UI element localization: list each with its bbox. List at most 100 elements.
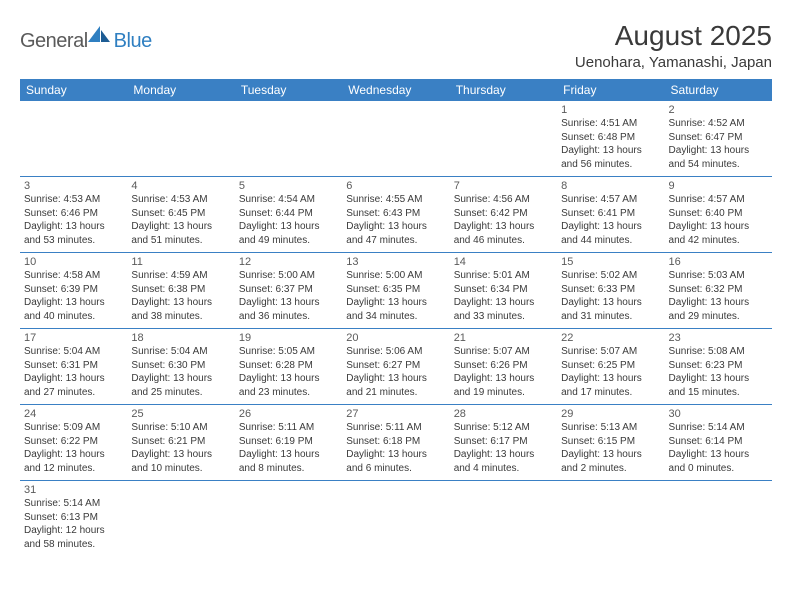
calendar-cell [127, 481, 234, 557]
calendar-cell: 25Sunrise: 5:10 AMSunset: 6:21 PMDayligh… [127, 405, 234, 481]
day-number: 13 [346, 256, 445, 268]
day-number: 12 [239, 256, 338, 268]
day-info: Sunrise: 4:57 AMSunset: 6:41 PMDaylight:… [561, 193, 660, 247]
calendar-cell: 18Sunrise: 5:04 AMSunset: 6:30 PMDayligh… [127, 329, 234, 405]
day-info: Sunrise: 5:05 AMSunset: 6:28 PMDaylight:… [239, 345, 338, 399]
day-info: Sunrise: 5:02 AMSunset: 6:33 PMDaylight:… [561, 269, 660, 323]
day-number: 8 [561, 180, 660, 192]
day-info: Sunrise: 5:01 AMSunset: 6:34 PMDaylight:… [454, 269, 553, 323]
day-info: Sunrise: 5:14 AMSunset: 6:13 PMDaylight:… [24, 497, 123, 551]
calendar-cell: 23Sunrise: 5:08 AMSunset: 6:23 PMDayligh… [665, 329, 772, 405]
day-number: 7 [454, 180, 553, 192]
calendar-cell: 5Sunrise: 4:54 AMSunset: 6:44 PMDaylight… [235, 177, 342, 253]
day-info: Sunrise: 5:04 AMSunset: 6:30 PMDaylight:… [131, 345, 230, 399]
day-info: Sunrise: 4:54 AMSunset: 6:44 PMDaylight:… [239, 193, 338, 247]
day-number: 21 [454, 332, 553, 344]
calendar-cell: 7Sunrise: 4:56 AMSunset: 6:42 PMDaylight… [450, 177, 557, 253]
day-number: 26 [239, 408, 338, 420]
calendar-cell [665, 481, 772, 557]
day-number: 10 [24, 256, 123, 268]
day-number: 16 [669, 256, 768, 268]
day-header: Thursday [450, 79, 557, 101]
day-info: Sunrise: 5:07 AMSunset: 6:25 PMDaylight:… [561, 345, 660, 399]
calendar-cell: 14Sunrise: 5:01 AMSunset: 6:34 PMDayligh… [450, 253, 557, 329]
day-header: Saturday [665, 79, 772, 101]
calendar-head: SundayMondayTuesdayWednesdayThursdayFrid… [20, 79, 772, 101]
calendar-cell: 17Sunrise: 5:04 AMSunset: 6:31 PMDayligh… [20, 329, 127, 405]
logo: General Blue [20, 20, 152, 53]
calendar-cell: 28Sunrise: 5:12 AMSunset: 6:17 PMDayligh… [450, 405, 557, 481]
header: General Blue August 2025 Uenohara, Yaman… [20, 20, 772, 71]
day-info: Sunrise: 4:59 AMSunset: 6:38 PMDaylight:… [131, 269, 230, 323]
day-number: 22 [561, 332, 660, 344]
calendar-cell: 15Sunrise: 5:02 AMSunset: 6:33 PMDayligh… [557, 253, 664, 329]
day-info: Sunrise: 5:03 AMSunset: 6:32 PMDaylight:… [669, 269, 768, 323]
calendar-cell: 3Sunrise: 4:53 AMSunset: 6:46 PMDaylight… [20, 177, 127, 253]
day-header: Sunday [20, 79, 127, 101]
calendar-cell: 11Sunrise: 4:59 AMSunset: 6:38 PMDayligh… [127, 253, 234, 329]
day-number: 3 [24, 180, 123, 192]
calendar-cell [235, 101, 342, 177]
calendar-cell: 8Sunrise: 4:57 AMSunset: 6:41 PMDaylight… [557, 177, 664, 253]
day-info: Sunrise: 4:57 AMSunset: 6:40 PMDaylight:… [669, 193, 768, 247]
day-info: Sunrise: 5:07 AMSunset: 6:26 PMDaylight:… [454, 345, 553, 399]
day-number: 23 [669, 332, 768, 344]
day-number: 11 [131, 256, 230, 268]
day-header: Wednesday [342, 79, 449, 101]
calendar-cell [127, 101, 234, 177]
calendar-cell: 1Sunrise: 4:51 AMSunset: 6:48 PMDaylight… [557, 101, 664, 177]
logo-text-general: General [20, 30, 88, 53]
calendar-cell: 9Sunrise: 4:57 AMSunset: 6:40 PMDaylight… [665, 177, 772, 253]
day-number: 29 [561, 408, 660, 420]
calendar-cell [342, 101, 449, 177]
day-header: Friday [557, 79, 664, 101]
calendar-cell [20, 101, 127, 177]
day-info: Sunrise: 5:10 AMSunset: 6:21 PMDaylight:… [131, 421, 230, 475]
calendar-cell: 19Sunrise: 5:05 AMSunset: 6:28 PMDayligh… [235, 329, 342, 405]
day-info: Sunrise: 5:13 AMSunset: 6:15 PMDaylight:… [561, 421, 660, 475]
day-info: Sunrise: 4:55 AMSunset: 6:43 PMDaylight:… [346, 193, 445, 247]
day-info: Sunrise: 5:12 AMSunset: 6:17 PMDaylight:… [454, 421, 553, 475]
day-info: Sunrise: 4:53 AMSunset: 6:45 PMDaylight:… [131, 193, 230, 247]
calendar-body: 1Sunrise: 4:51 AMSunset: 6:48 PMDaylight… [20, 101, 772, 556]
day-number: 25 [131, 408, 230, 420]
day-info: Sunrise: 5:00 AMSunset: 6:37 PMDaylight:… [239, 269, 338, 323]
calendar-cell: 26Sunrise: 5:11 AMSunset: 6:19 PMDayligh… [235, 405, 342, 481]
calendar-cell: 24Sunrise: 5:09 AMSunset: 6:22 PMDayligh… [20, 405, 127, 481]
calendar-cell [557, 481, 664, 557]
day-info: Sunrise: 4:58 AMSunset: 6:39 PMDaylight:… [24, 269, 123, 323]
calendar-cell: 12Sunrise: 5:00 AMSunset: 6:37 PMDayligh… [235, 253, 342, 329]
logo-text-blue: Blue [114, 30, 152, 53]
day-number: 20 [346, 332, 445, 344]
day-info: Sunrise: 5:11 AMSunset: 6:18 PMDaylight:… [346, 421, 445, 475]
day-number: 19 [239, 332, 338, 344]
calendar-cell [450, 101, 557, 177]
logo-sail-icon [86, 24, 112, 51]
calendar-table: SundayMondayTuesdayWednesdayThursdayFrid… [20, 79, 772, 556]
calendar-cell [342, 481, 449, 557]
day-info: Sunrise: 4:52 AMSunset: 6:47 PMDaylight:… [669, 117, 768, 171]
day-number: 9 [669, 180, 768, 192]
day-number: 17 [24, 332, 123, 344]
calendar-cell: 2Sunrise: 4:52 AMSunset: 6:47 PMDaylight… [665, 101, 772, 177]
day-info: Sunrise: 5:14 AMSunset: 6:14 PMDaylight:… [669, 421, 768, 475]
day-info: Sunrise: 5:11 AMSunset: 6:19 PMDaylight:… [239, 421, 338, 475]
day-number: 1 [561, 104, 660, 116]
calendar-cell: 27Sunrise: 5:11 AMSunset: 6:18 PMDayligh… [342, 405, 449, 481]
calendar-cell [450, 481, 557, 557]
day-info: Sunrise: 4:51 AMSunset: 6:48 PMDaylight:… [561, 117, 660, 171]
calendar-cell: 31Sunrise: 5:14 AMSunset: 6:13 PMDayligh… [20, 481, 127, 557]
day-number: 4 [131, 180, 230, 192]
day-info: Sunrise: 5:06 AMSunset: 6:27 PMDaylight:… [346, 345, 445, 399]
day-header: Monday [127, 79, 234, 101]
day-info: Sunrise: 4:53 AMSunset: 6:46 PMDaylight:… [24, 193, 123, 247]
calendar-cell: 20Sunrise: 5:06 AMSunset: 6:27 PMDayligh… [342, 329, 449, 405]
calendar-cell: 21Sunrise: 5:07 AMSunset: 6:26 PMDayligh… [450, 329, 557, 405]
calendar-cell [235, 481, 342, 557]
calendar-cell: 29Sunrise: 5:13 AMSunset: 6:15 PMDayligh… [557, 405, 664, 481]
day-number: 30 [669, 408, 768, 420]
day-number: 14 [454, 256, 553, 268]
calendar-cell: 13Sunrise: 5:00 AMSunset: 6:35 PMDayligh… [342, 253, 449, 329]
calendar-cell: 10Sunrise: 4:58 AMSunset: 6:39 PMDayligh… [20, 253, 127, 329]
day-number: 6 [346, 180, 445, 192]
